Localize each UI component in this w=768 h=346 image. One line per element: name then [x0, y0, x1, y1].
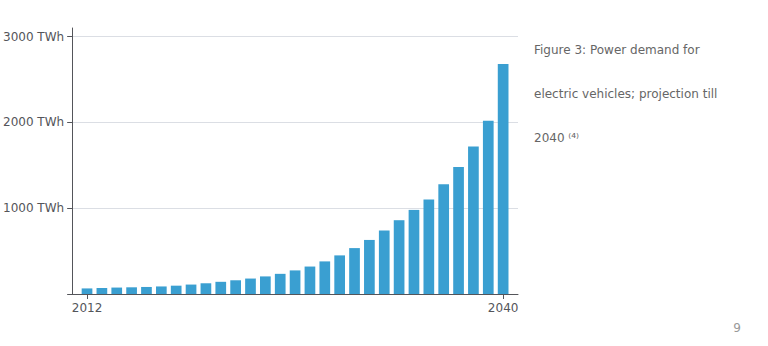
- svg-text:2040: 2040: [488, 301, 519, 315]
- svg-text:9: 9: [733, 321, 741, 335]
- svg-text:electric vehicles; projection: electric vehicles; projection till: [534, 87, 717, 101]
- svg-text:Figure 3: Power demand for: Figure 3: Power demand for: [534, 43, 700, 57]
- svg-text:2040 ⁽⁴⁾: 2040 ⁽⁴⁾: [534, 131, 579, 145]
- svg-text:2012: 2012: [72, 301, 103, 315]
- svg-text:3000 TWh: 3000 TWh: [3, 30, 64, 44]
- svg-text:1000 TWh: 1000 TWh: [3, 201, 64, 215]
- svg-text:2000 TWh: 2000 TWh: [3, 115, 64, 129]
